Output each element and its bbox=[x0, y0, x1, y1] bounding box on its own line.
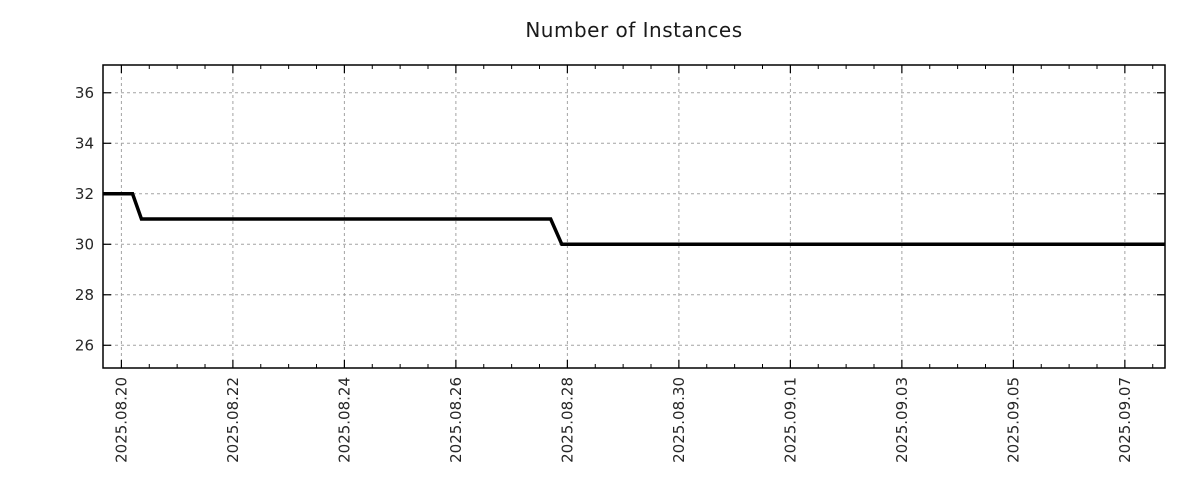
y-tick-label: 30 bbox=[75, 235, 94, 253]
y-tick-label: 32 bbox=[75, 185, 94, 203]
x-tick-label: 2025.08.26 bbox=[447, 377, 465, 463]
x-tick-label: 2025.08.24 bbox=[335, 377, 353, 463]
y-tick-label: 28 bbox=[75, 286, 94, 304]
plot-border bbox=[102, 64, 1166, 369]
x-tick-label: 2025.08.22 bbox=[224, 377, 242, 463]
data-line-instances bbox=[103, 192, 1165, 247]
x-tick-label: 2025.09.03 bbox=[893, 377, 911, 463]
x-tick-label: 2025.08.20 bbox=[112, 377, 130, 463]
x-tick-label: 2025.09.01 bbox=[781, 377, 799, 463]
y-tick-label: 34 bbox=[75, 134, 94, 152]
x-tick-label: 2025.09.05 bbox=[1004, 377, 1022, 463]
chart-title: Number of Instances bbox=[525, 18, 743, 42]
x-tick-label: 2025.08.30 bbox=[670, 377, 688, 463]
x-tick-label: 2025.08.28 bbox=[558, 377, 576, 463]
y-tick-label: 36 bbox=[75, 84, 94, 102]
y-tick-label: 26 bbox=[75, 336, 94, 354]
x-tick-label: 2025.09.07 bbox=[1116, 377, 1134, 463]
